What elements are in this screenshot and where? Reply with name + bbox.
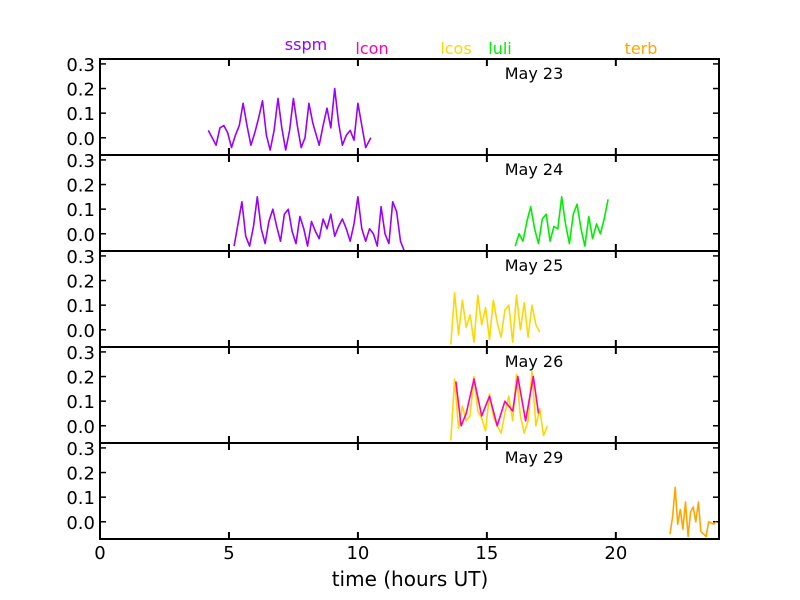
- y-tick-label: 0.2: [66, 176, 95, 197]
- panel-date-label: May 24: [505, 160, 564, 179]
- y-tick-label: 0.0: [66, 225, 95, 246]
- y-tick-label: 0.1: [66, 488, 95, 509]
- legend-entry-lcon: lcon: [355, 39, 388, 58]
- legend-entry-sspm: sspm: [285, 35, 327, 54]
- legend-entry-luli: luli: [488, 39, 511, 58]
- y-tick-label: 0.1: [66, 296, 95, 317]
- y-tick-label: 0.2: [66, 464, 95, 485]
- series-line-lcos: [450, 291, 541, 345]
- y-tick-label: 0.3: [66, 343, 95, 364]
- y-tick-label: 0.3: [66, 55, 95, 76]
- y-tick-label: 0.2: [66, 368, 95, 389]
- panel-frame: [99, 346, 720, 444]
- y-tick-label: 0.3: [66, 247, 95, 268]
- panel-frame: [99, 442, 720, 540]
- y-tick-label: 0.2: [66, 272, 95, 293]
- series-line-terb: [669, 486, 717, 538]
- legend-entry-terb: terb: [625, 39, 658, 58]
- y-tick-label: 0.1: [66, 392, 95, 413]
- series-line-luli: [514, 196, 609, 247]
- series-line-sspm: [233, 196, 406, 252]
- panel-date-label: May 25: [505, 256, 564, 275]
- panel-frame: [99, 154, 720, 252]
- x-tick-label: 5: [223, 543, 234, 564]
- panel-4: 0.0 0.1 0.2 0.3 May 26: [66, 343, 720, 444]
- y-tick-label: 0.3: [66, 439, 95, 460]
- panel-date-label: May 29: [505, 448, 564, 467]
- y-tick-label: 0.0: [66, 321, 95, 342]
- series-line-lcos: [450, 370, 549, 441]
- x-axis-title: time (hours UT): [332, 567, 489, 591]
- panel-frame: [99, 58, 720, 156]
- series-line-sspm: [207, 87, 372, 151]
- x-axis: 0 5 10 15 20: [94, 543, 627, 564]
- panel-5: 0.0 0.1 0.2 0.3 May 29: [66, 439, 720, 540]
- legend: sspm lcon lcos luli terb: [285, 35, 658, 58]
- y-tick-label: 0.0: [66, 417, 95, 438]
- x-tick-label: 20: [604, 543, 627, 564]
- y-tick-label: 0.2: [66, 80, 95, 101]
- panel-date-label: May 26: [505, 352, 564, 371]
- y-tick-label: 0.0: [66, 129, 95, 150]
- panel-2: 0.0 0.1 0.2 0.3 May 24: [66, 151, 720, 252]
- y-tick-label: 0.0: [66, 513, 95, 534]
- y-tick-label: 0.1: [66, 200, 95, 221]
- x-tick-label: 10: [346, 543, 369, 564]
- x-tick-label: 15: [475, 543, 498, 564]
- x-tick-label: 0: [94, 543, 105, 564]
- y-tick-label: 0.3: [66, 151, 95, 172]
- legend-entry-lcos: lcos: [440, 39, 471, 58]
- panel-date-label: May 23: [505, 64, 564, 83]
- panel-frame: [99, 250, 720, 348]
- panel-1: 0.0 0.1 0.2 0.3 May 23: [66, 55, 720, 156]
- y-tick-label: 0.1: [66, 104, 95, 125]
- series-line-lcon: [455, 375, 540, 427]
- panels: 0.00.10.20.3 May 230.00.10.20.3 May 240.00…: [66, 55, 720, 540]
- panel-3: 0.0 0.1 0.2 0.3 May 25: [66, 247, 720, 348]
